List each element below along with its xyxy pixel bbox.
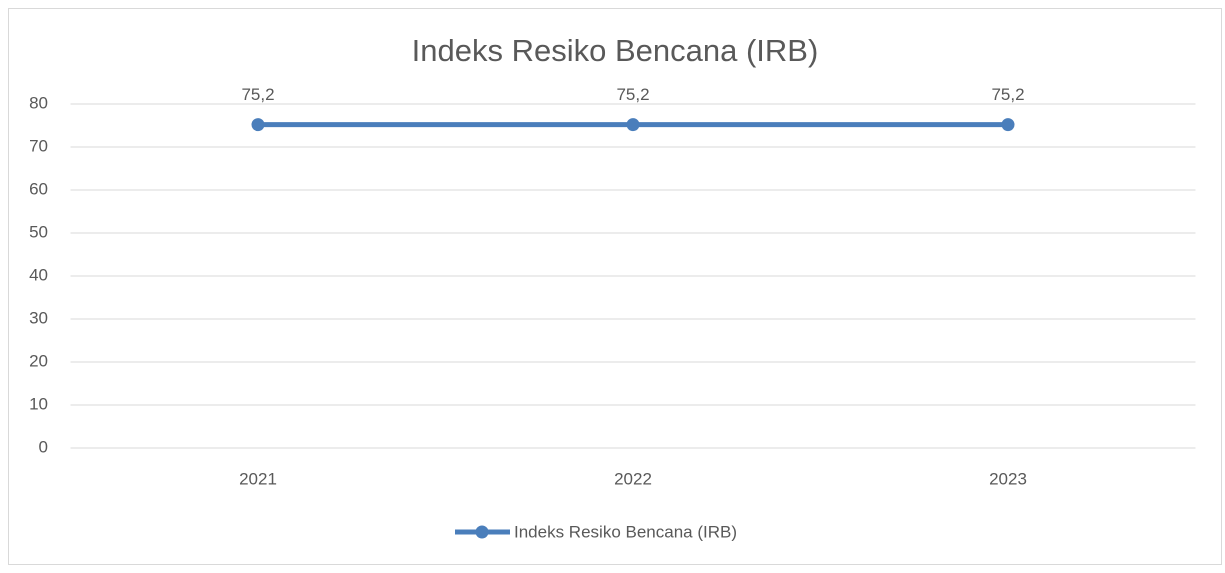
y-tick-label: 0 [39,437,48,456]
point [251,118,265,132]
data-label: 75,2 [241,85,274,104]
legend-marker [475,525,489,539]
chart-border [8,8,1222,565]
chart-title: Indeks Resiko Bencana (IRB) [412,33,819,68]
y-tick-label: 20 [29,351,48,370]
y-tick-label: 40 [29,265,48,284]
data-label: 75,2 [616,85,649,104]
y-tick-label: 30 [29,308,48,327]
legend-label: Indeks Resiko Bencana (IRB) [514,522,737,541]
point [1001,118,1015,132]
x-tick-label: 2022 [614,469,652,488]
data-label: 75,2 [991,85,1024,104]
y-tick-label: 50 [29,222,48,241]
point [626,118,640,132]
y-tick-label: 10 [29,394,48,413]
x-tick-label: 2023 [989,469,1027,488]
y-tick-label: 80 [29,93,48,112]
y-tick-label: 60 [29,179,48,198]
y-tick-label: 70 [29,136,48,155]
x-tick-label: 2021 [239,469,277,488]
